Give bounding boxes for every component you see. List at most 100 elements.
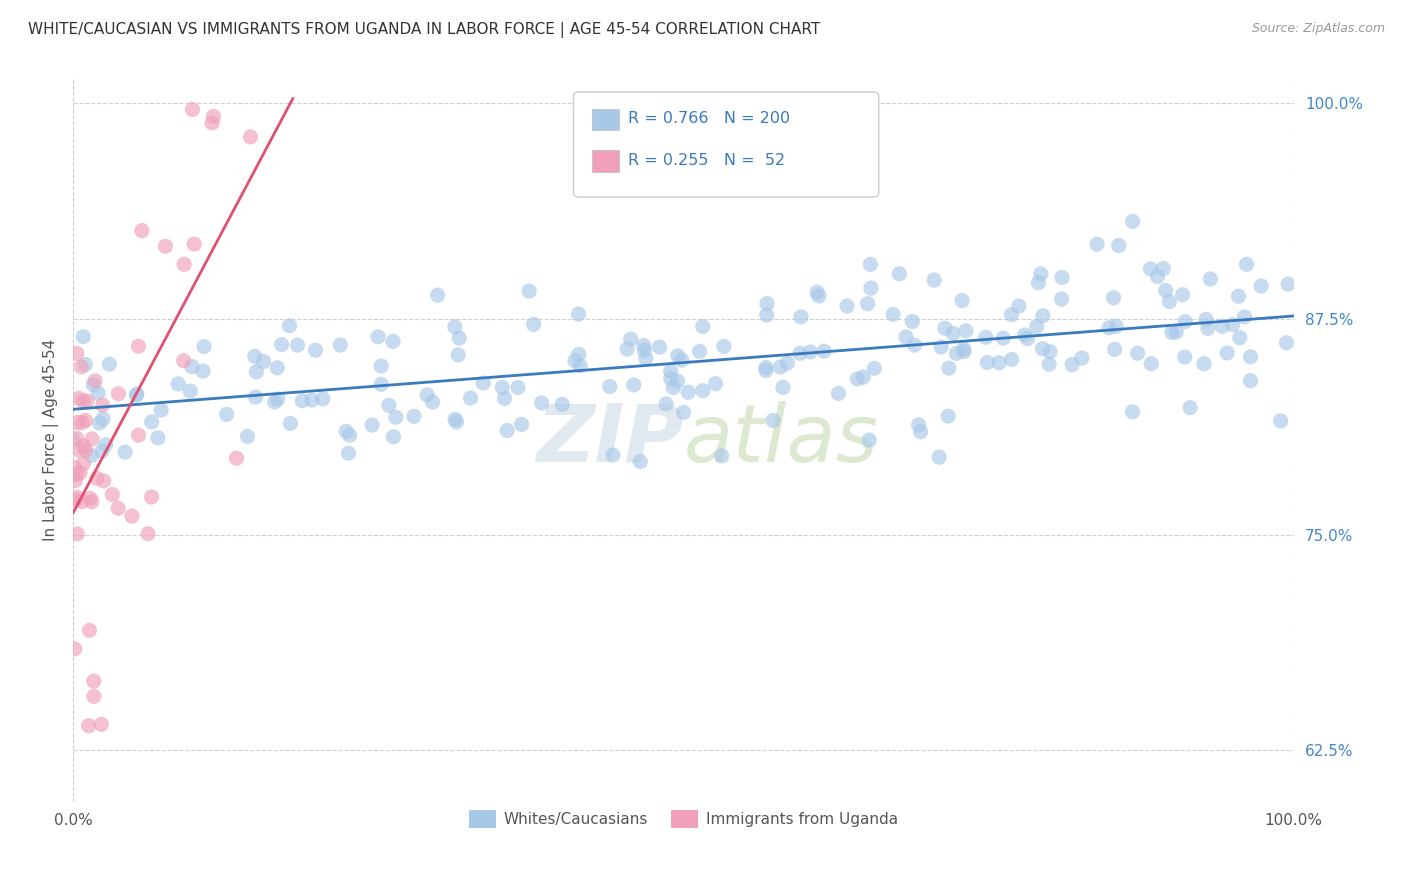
Point: [852, 370, 875, 384]
Point: [755, 308, 778, 322]
Point: [125, 388, 148, 402]
Point: [107, 501, 129, 516]
Point: [72, 457, 94, 471]
Point: [567, 307, 589, 321]
Point: [530, 396, 553, 410]
Point: [672, 405, 695, 419]
Point: [66, 416, 89, 430]
Point: [167, 376, 190, 391]
Point: [201, 116, 224, 130]
Point: [66, 527, 89, 541]
Point: [1025, 319, 1047, 334]
Point: [179, 384, 201, 398]
Point: [127, 428, 149, 442]
Point: [634, 351, 657, 366]
Point: [215, 408, 238, 422]
Point: [790, 310, 813, 324]
Point: [1105, 319, 1128, 334]
Point: [813, 344, 835, 359]
Point: [79, 624, 101, 638]
Point: [82, 377, 104, 392]
Point: [62, 432, 84, 446]
Point: [1085, 237, 1108, 252]
Point: [1152, 261, 1174, 276]
Point: [382, 334, 405, 349]
Point: [1154, 284, 1177, 298]
Point: [67, 443, 90, 458]
Point: [202, 109, 225, 123]
Point: [335, 425, 357, 439]
Point: [449, 331, 471, 345]
Point: [1017, 332, 1039, 346]
Point: [1000, 308, 1022, 322]
Point: [70, 494, 93, 508]
Point: [945, 346, 967, 360]
Point: [846, 372, 869, 386]
Point: [755, 363, 778, 377]
Point: [633, 338, 655, 352]
Point: [1174, 350, 1197, 364]
Point: [339, 428, 361, 442]
Point: [65, 493, 87, 508]
Point: [517, 284, 540, 298]
Point: [1000, 352, 1022, 367]
Point: [901, 314, 924, 328]
Point: [692, 319, 714, 334]
Point: [569, 359, 592, 373]
Point: [127, 339, 149, 353]
Point: [882, 307, 904, 321]
Point: [648, 340, 671, 354]
Point: [676, 385, 699, 400]
Text: Source: ZipAtlas.com: Source: ZipAtlas.com: [1251, 22, 1385, 36]
Point: [80, 494, 103, 508]
Point: [236, 429, 259, 443]
Point: [370, 377, 392, 392]
Point: [80, 449, 103, 463]
Point: [859, 281, 882, 295]
Point: [950, 293, 973, 308]
Point: [136, 526, 159, 541]
Point: [952, 342, 974, 356]
Point: [910, 425, 932, 439]
Point: [361, 418, 384, 433]
Point: [710, 449, 733, 463]
Point: [772, 380, 794, 394]
Point: [94, 438, 117, 452]
Point: [928, 450, 950, 464]
Point: [1104, 343, 1126, 357]
Point: [472, 376, 495, 390]
Point: [827, 386, 849, 401]
Point: [1277, 277, 1299, 292]
Point: [776, 356, 799, 370]
Point: [239, 129, 262, 144]
Point: [155, 239, 177, 253]
Point: [90, 717, 112, 731]
Point: [114, 445, 136, 459]
Point: [934, 321, 956, 335]
Point: [141, 490, 163, 504]
Point: [988, 356, 1011, 370]
Point: [75, 413, 97, 427]
Point: [93, 474, 115, 488]
Point: [146, 431, 169, 445]
Point: [856, 296, 879, 310]
Text: WHITE/CAUCASIAN VS IMMIGRANTS FROM UGANDA IN LABOR FORCE | AGE 45-54 CORRELATION: WHITE/CAUCASIAN VS IMMIGRANTS FROM UGAND…: [28, 22, 820, 38]
Point: [1098, 320, 1121, 334]
Point: [863, 361, 886, 376]
Point: [1029, 267, 1052, 281]
Point: [72, 329, 94, 343]
Point: [304, 343, 326, 358]
Point: [655, 397, 678, 411]
Point: [953, 344, 976, 359]
Point: [1222, 318, 1244, 332]
Point: [628, 454, 651, 468]
Point: [616, 342, 638, 356]
Point: [121, 509, 143, 524]
Point: [278, 318, 301, 333]
Point: [72, 439, 94, 453]
Point: [280, 417, 302, 431]
Point: [378, 398, 401, 412]
Point: [291, 393, 314, 408]
Point: [623, 377, 645, 392]
Point: [1227, 289, 1250, 303]
